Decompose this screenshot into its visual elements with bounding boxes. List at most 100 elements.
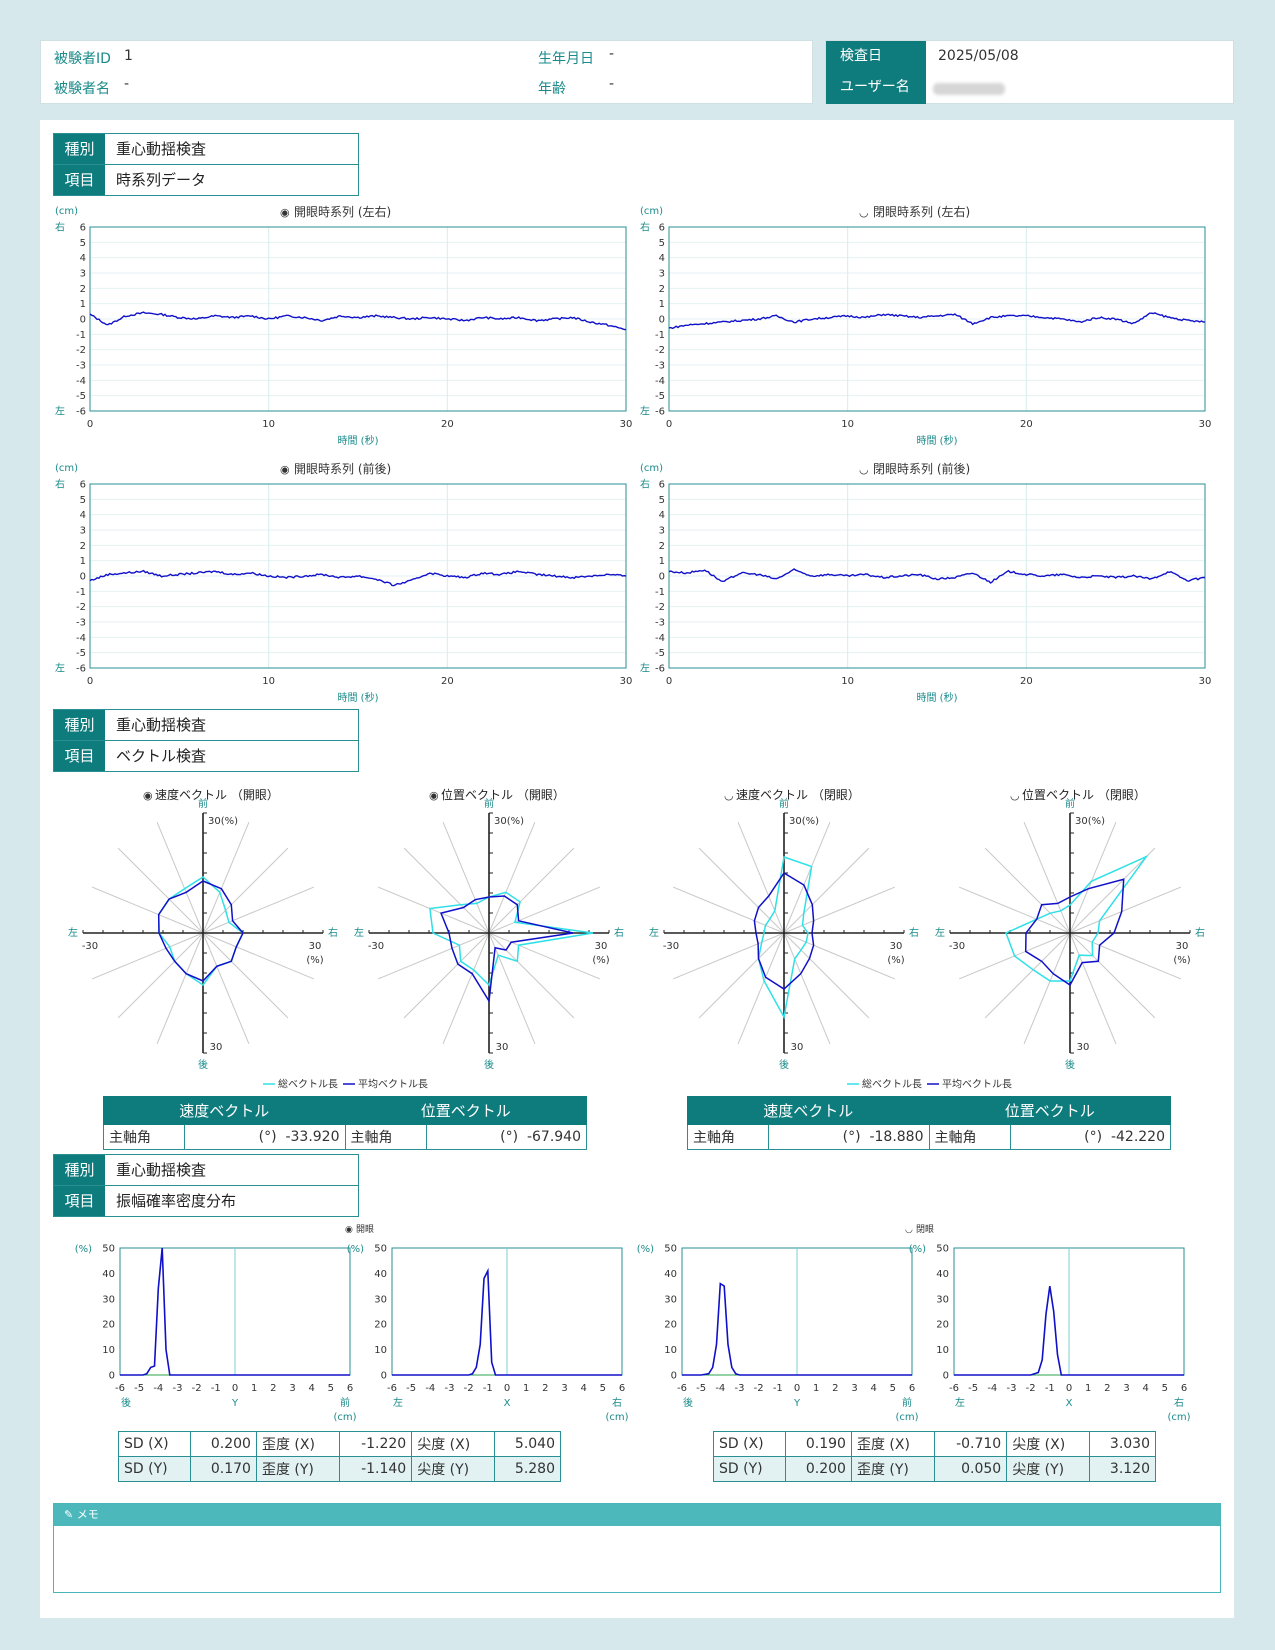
x-tick-label: 4 xyxy=(1142,1383,1148,1394)
x-tick-label: 6 xyxy=(1181,1383,1187,1394)
plot-frame xyxy=(668,483,1206,669)
axis-name-label: Y xyxy=(231,1398,239,1409)
angle-label: 主軸角 xyxy=(934,1130,977,1146)
exam-info-card: 検査日 ユーザー名 2025/05/08 xyxy=(825,40,1234,104)
y-tick-label: 0 xyxy=(943,1371,949,1382)
spoke-line xyxy=(672,932,785,980)
right-label: 右 xyxy=(614,926,624,939)
item-value: ベクトル検査 xyxy=(116,747,207,765)
right-unit-label: (%) xyxy=(1173,955,1190,966)
spoke-line xyxy=(1023,932,1071,1045)
y-tick-label: -3 xyxy=(76,361,86,372)
x-tick-label: 10 xyxy=(841,676,854,687)
axis-low-label: 後 xyxy=(683,1396,693,1409)
series-line xyxy=(89,311,627,331)
spoke-line xyxy=(202,821,250,934)
x-tick-label: 3 xyxy=(851,1383,857,1394)
x-tick-label: 20 xyxy=(1020,676,1033,687)
top-scale-label: 30(%) xyxy=(208,816,238,827)
spoke-line xyxy=(202,886,315,934)
skx-value: -1.220 xyxy=(338,1431,413,1457)
y-tick-label: 3 xyxy=(80,269,86,280)
y-tick-label: 5 xyxy=(80,238,86,249)
x-tick-label: -4 xyxy=(715,1383,725,1394)
skx-label: 歪度 (X) xyxy=(255,1431,340,1457)
chart-title: 開眼時系列 (左右) xyxy=(294,204,391,219)
right-label: 右 xyxy=(640,478,650,491)
spoke-line xyxy=(202,932,250,1045)
spoke-line xyxy=(202,932,315,980)
x-tick-label: -2 xyxy=(464,1383,474,1394)
position-angle: -42.220 xyxy=(1110,1129,1165,1145)
subject-name-value: - xyxy=(124,76,130,92)
left-label: 左 xyxy=(354,926,364,939)
x-axis-label: 時間 (秒) xyxy=(338,434,379,447)
item-label: 項目 xyxy=(54,1186,105,1216)
front-label: 前 xyxy=(1065,797,1075,810)
kind-value: 重心動揺検査 xyxy=(116,140,207,158)
left-scale-label: -30 xyxy=(949,941,965,952)
amplitude-stats-open: SD (X) 0.200 歪度 (X) -1.220 尖度 (X) 5.040 … xyxy=(118,1431,562,1482)
kind-label: 種別 xyxy=(54,1155,105,1185)
eye-open-icon: ◉ xyxy=(280,463,290,476)
density-line xyxy=(682,1282,912,1376)
y-tick-label: 2 xyxy=(659,284,665,295)
chart-title: 位置ベクトル （開眼） xyxy=(441,787,565,802)
y-tick-label: 6 xyxy=(80,480,86,491)
right-unit-label: (%) xyxy=(592,955,609,966)
x-tick-label: 0 xyxy=(666,676,672,687)
x-tick-label: -6 xyxy=(387,1383,397,1394)
spoke-line xyxy=(698,932,785,1019)
x-tick-label: 0 xyxy=(794,1383,800,1394)
skx-label: 歪度 (X) xyxy=(850,1431,935,1457)
amplitude-chart: 0 10 20 30 40 50 (%) -6 -5 -4 -3 -2 -1 0 1 2 3 4 5 6 後 Y 前 (cm) xyxy=(637,1244,919,1424)
kuy-label: 尖度 (Y) xyxy=(1006,1456,1090,1482)
axis-high-label: 前 xyxy=(340,1396,350,1409)
left-label: 左 xyxy=(68,926,78,939)
spoke-line xyxy=(737,932,785,1045)
y-tick-label: 30 xyxy=(374,1294,387,1305)
exam-date-value: 2025/05/08 xyxy=(938,48,1019,64)
memo-textarea[interactable] xyxy=(54,1526,1220,1592)
x-tick-label: -1 xyxy=(1045,1383,1055,1394)
chart-title: 開眼時系列 (前後) xyxy=(294,461,391,476)
unit: (°) xyxy=(500,1129,519,1145)
x-axis-label: 時間 (秒) xyxy=(917,691,958,704)
y-tick-label: -6 xyxy=(76,407,86,418)
x-tick-label: 6 xyxy=(347,1383,353,1394)
x-tick-label: 6 xyxy=(619,1383,625,1394)
y-tick-label: -6 xyxy=(655,664,665,675)
velocity-header: 速度ベクトル xyxy=(687,1096,930,1125)
x-tick-label: 5 xyxy=(890,1383,896,1394)
velocity-header: 速度ベクトル xyxy=(103,1096,346,1125)
y-tick-label: -3 xyxy=(655,618,665,629)
spoke-line xyxy=(377,886,490,934)
eye-closed-icon: ◡ xyxy=(724,789,734,802)
amplitude-chart: 0 10 20 30 40 50 (%) -6 -5 -4 -3 -2 -1 0 1 2 3 4 5 6 左 X 右 (cm) xyxy=(347,1244,629,1424)
spoke-line xyxy=(156,932,204,1045)
spoke-line xyxy=(488,932,575,1019)
x-tick-label: -4 xyxy=(987,1383,997,1394)
x-tick-label: 20 xyxy=(441,419,454,430)
memo-header: ✎ メモ xyxy=(54,1504,1220,1526)
right-label: 右 xyxy=(1195,926,1205,939)
y-tick-label: 40 xyxy=(374,1269,387,1280)
x-tick-label: 10 xyxy=(262,419,275,430)
kux-label: 尖度 (X) xyxy=(411,1431,495,1457)
front-label: 前 xyxy=(198,797,208,810)
spoke-line xyxy=(156,821,204,934)
y-tick-label: 2 xyxy=(80,541,86,552)
y-tick-label: -4 xyxy=(655,376,665,387)
age-label: 年齢 xyxy=(538,81,566,97)
spoke-line xyxy=(1069,932,1156,1019)
total-vector-series xyxy=(1005,854,1149,982)
spoke-line xyxy=(202,932,289,1019)
x-tick-label: 30 xyxy=(620,676,633,687)
x-tick-label: 5 xyxy=(328,1383,334,1394)
section-tag-amplitude: 種別 重心動揺検査 項目 振幅確率密度分布 xyxy=(53,1154,359,1217)
eye-closed-icon: ◡ xyxy=(859,206,869,219)
vector-legend: 総ベクトル長 平均ベクトル長 xyxy=(847,1078,1012,1091)
x-tick-label: 6 xyxy=(909,1383,915,1394)
item-value: 時系列データ xyxy=(116,171,207,189)
